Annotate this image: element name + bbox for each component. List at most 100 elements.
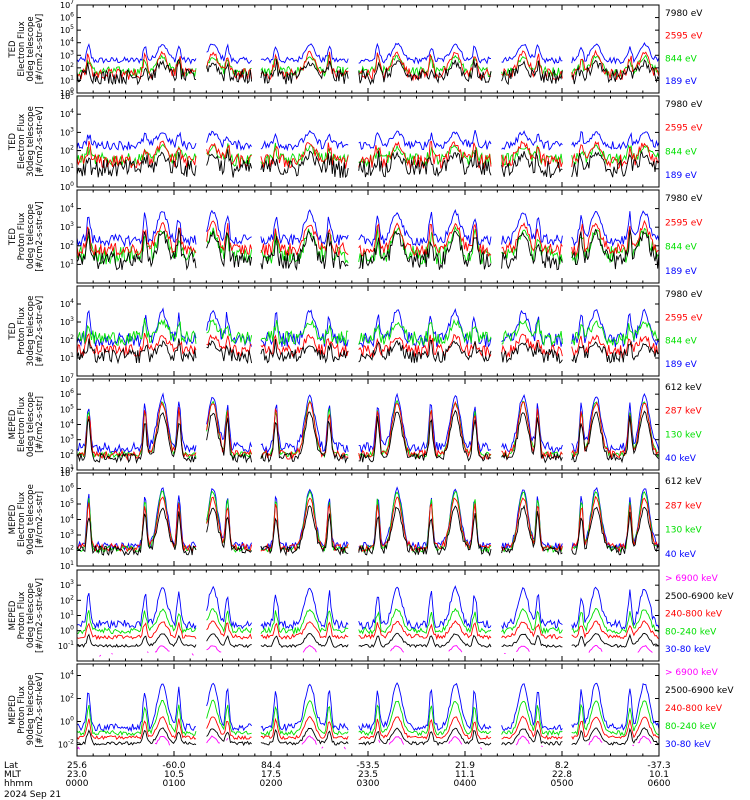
legend-entry: 189 eV [665,171,698,181]
y-tick-label: 100 [60,87,74,98]
series-80-240-kev [77,699,659,737]
y-axis-label-line: Electron Flux [17,21,27,76]
legend-entry: 2595 eV [665,32,703,42]
legend-entry: 40 keV [665,454,697,464]
y-tick-label: 104 [60,37,74,48]
y-tick-label: 103 [60,529,74,540]
legend-entry: 287 keV [665,407,702,417]
date-label: 2024 Sep 21 [4,790,61,800]
x-tick-label-lat: -60.0 [162,761,186,771]
series-844-ev [77,225,659,265]
series-30-80-kev [77,682,659,733]
y-tick-label: 107 [60,0,74,10]
x-tick-label-lat: 25.6 [67,761,87,771]
y-tick-label: 104 [60,670,74,681]
x-tick-label-hhmm: 0100 [163,779,186,789]
panel-5: 101 102 103 104 105 106 107 MEPED Electron Flux 0… [8,373,702,475]
legend-entry: 2595 eV [665,218,703,228]
legend-entry: 2500-6900 keV [665,592,734,602]
y-tick-label: 100 [60,716,74,727]
y-axis-label-line: TED [8,227,18,246]
y-tick-label: 104 [60,203,74,214]
series-2500-6900-kev [77,632,659,649]
y-tick-label: 103 [60,49,74,60]
y-axis-label-line: Proton Flux [17,686,27,734]
y-axis-label-line: 0deg telescope [26,16,36,81]
y-tick-label: 104 [60,108,74,119]
legend-entry: 2595 eV [665,124,703,134]
y-axis-label-line: 30deg telescope [26,106,36,177]
y-tick-label: 101 [60,610,74,621]
x-tick-label-mlt: 11.1 [455,770,475,780]
y-tick-label: 101 [60,464,74,475]
series-240-800-kev [77,715,659,741]
x-tick-label-mlt: 23.5 [358,770,378,780]
panel-5-series [77,392,659,465]
series-612-kev [77,409,659,465]
series-287-kev [77,400,659,461]
x-row-label-mlt: MLT [4,770,22,780]
series-287-kev [77,495,659,553]
y-tick-label: 105 [60,90,74,101]
panel-1-series [77,41,659,86]
panel-4: 101 102 103 104 TED Proton Flux 30deg telescop… [8,285,703,377]
x-tick-label-hhmm: 0400 [454,779,477,789]
series-30-80-kev [77,585,659,631]
series-844-ev [77,142,659,168]
legend-entry: > 6900 keV [665,668,719,678]
x-row-label-lat: Lat [4,761,19,771]
y-axis-label-line: 90deg telescope [26,484,36,555]
panel-4-series [77,307,659,365]
legend-entry: 130 keV [665,430,702,440]
y-tick-label: 101 [60,163,74,174]
y-tick-label: 105 [60,498,74,509]
series-7980-ev [77,58,659,86]
y-tick-label: 102 [60,594,74,605]
series-7980-ev [77,338,659,365]
legend-entry: 240-800 keV [665,610,723,620]
y-tick-label: 102 [60,693,74,704]
legend-entry: 240-800 keV [665,704,723,714]
series-189-ev [77,209,659,248]
panel-2: 100 101 102 103 104 105 TED Electron Flux 30deg … [8,90,703,192]
y-tick-label: 103 [60,316,74,327]
y-axis-label-line: MEPED [8,409,18,439]
panel-frame [76,189,660,284]
y-tick-label: 102 [60,240,74,251]
series-2595-ev [77,219,659,258]
y-tick-label: 100 [60,181,74,192]
y-tick-label: 106 [60,12,74,23]
y-axis-label-line: 0deg telescope [26,204,36,269]
series-612-kev [77,504,659,557]
y-tick-label: 101 [60,258,74,269]
x-tick-label-hhmm: 0200 [260,779,283,789]
x-tick-label-mlt: 22.8 [552,770,572,780]
y-tick-label: 101 [60,560,74,571]
y-tick-label: 103 [60,221,74,232]
y-axis-label-line: TED [8,322,18,341]
y-axis-label-line: TED [8,132,18,151]
legend-entry: 2595 eV [665,313,703,323]
panel-3-series [77,209,659,271]
y-axis-label-line: MEPED [8,600,18,630]
legend-entry: 40 keV [665,550,697,560]
series-2595-ev [77,332,659,359]
legend-entry: 844 eV [665,337,698,347]
legend-entry: 612 keV [665,383,702,393]
legend-entry: 7980 eV [665,100,703,110]
series-844-ev [77,318,659,347]
x-tick-label-mlt: 10.1 [649,770,669,780]
x-tick-label-hhmm: 0300 [357,779,380,789]
series-240-800-kev [77,620,659,641]
y-axis-label-line: [#/cm2-s-str-keV] [35,673,45,748]
legend-entry: 844 eV [665,147,698,157]
y-tick-label: 10-1 [58,640,74,651]
x-tick-label-mlt: 23.0 [67,770,87,780]
y-axis-label-line: [#/cm2-s-str] [35,491,45,548]
x-tick-label-lat: -53.5 [356,761,379,771]
y-axis-label-line: [#/cm2-s-str-eV] [35,201,45,271]
series-80-240-kev [77,607,659,636]
legend-entry: 30-80 keV [665,645,711,655]
